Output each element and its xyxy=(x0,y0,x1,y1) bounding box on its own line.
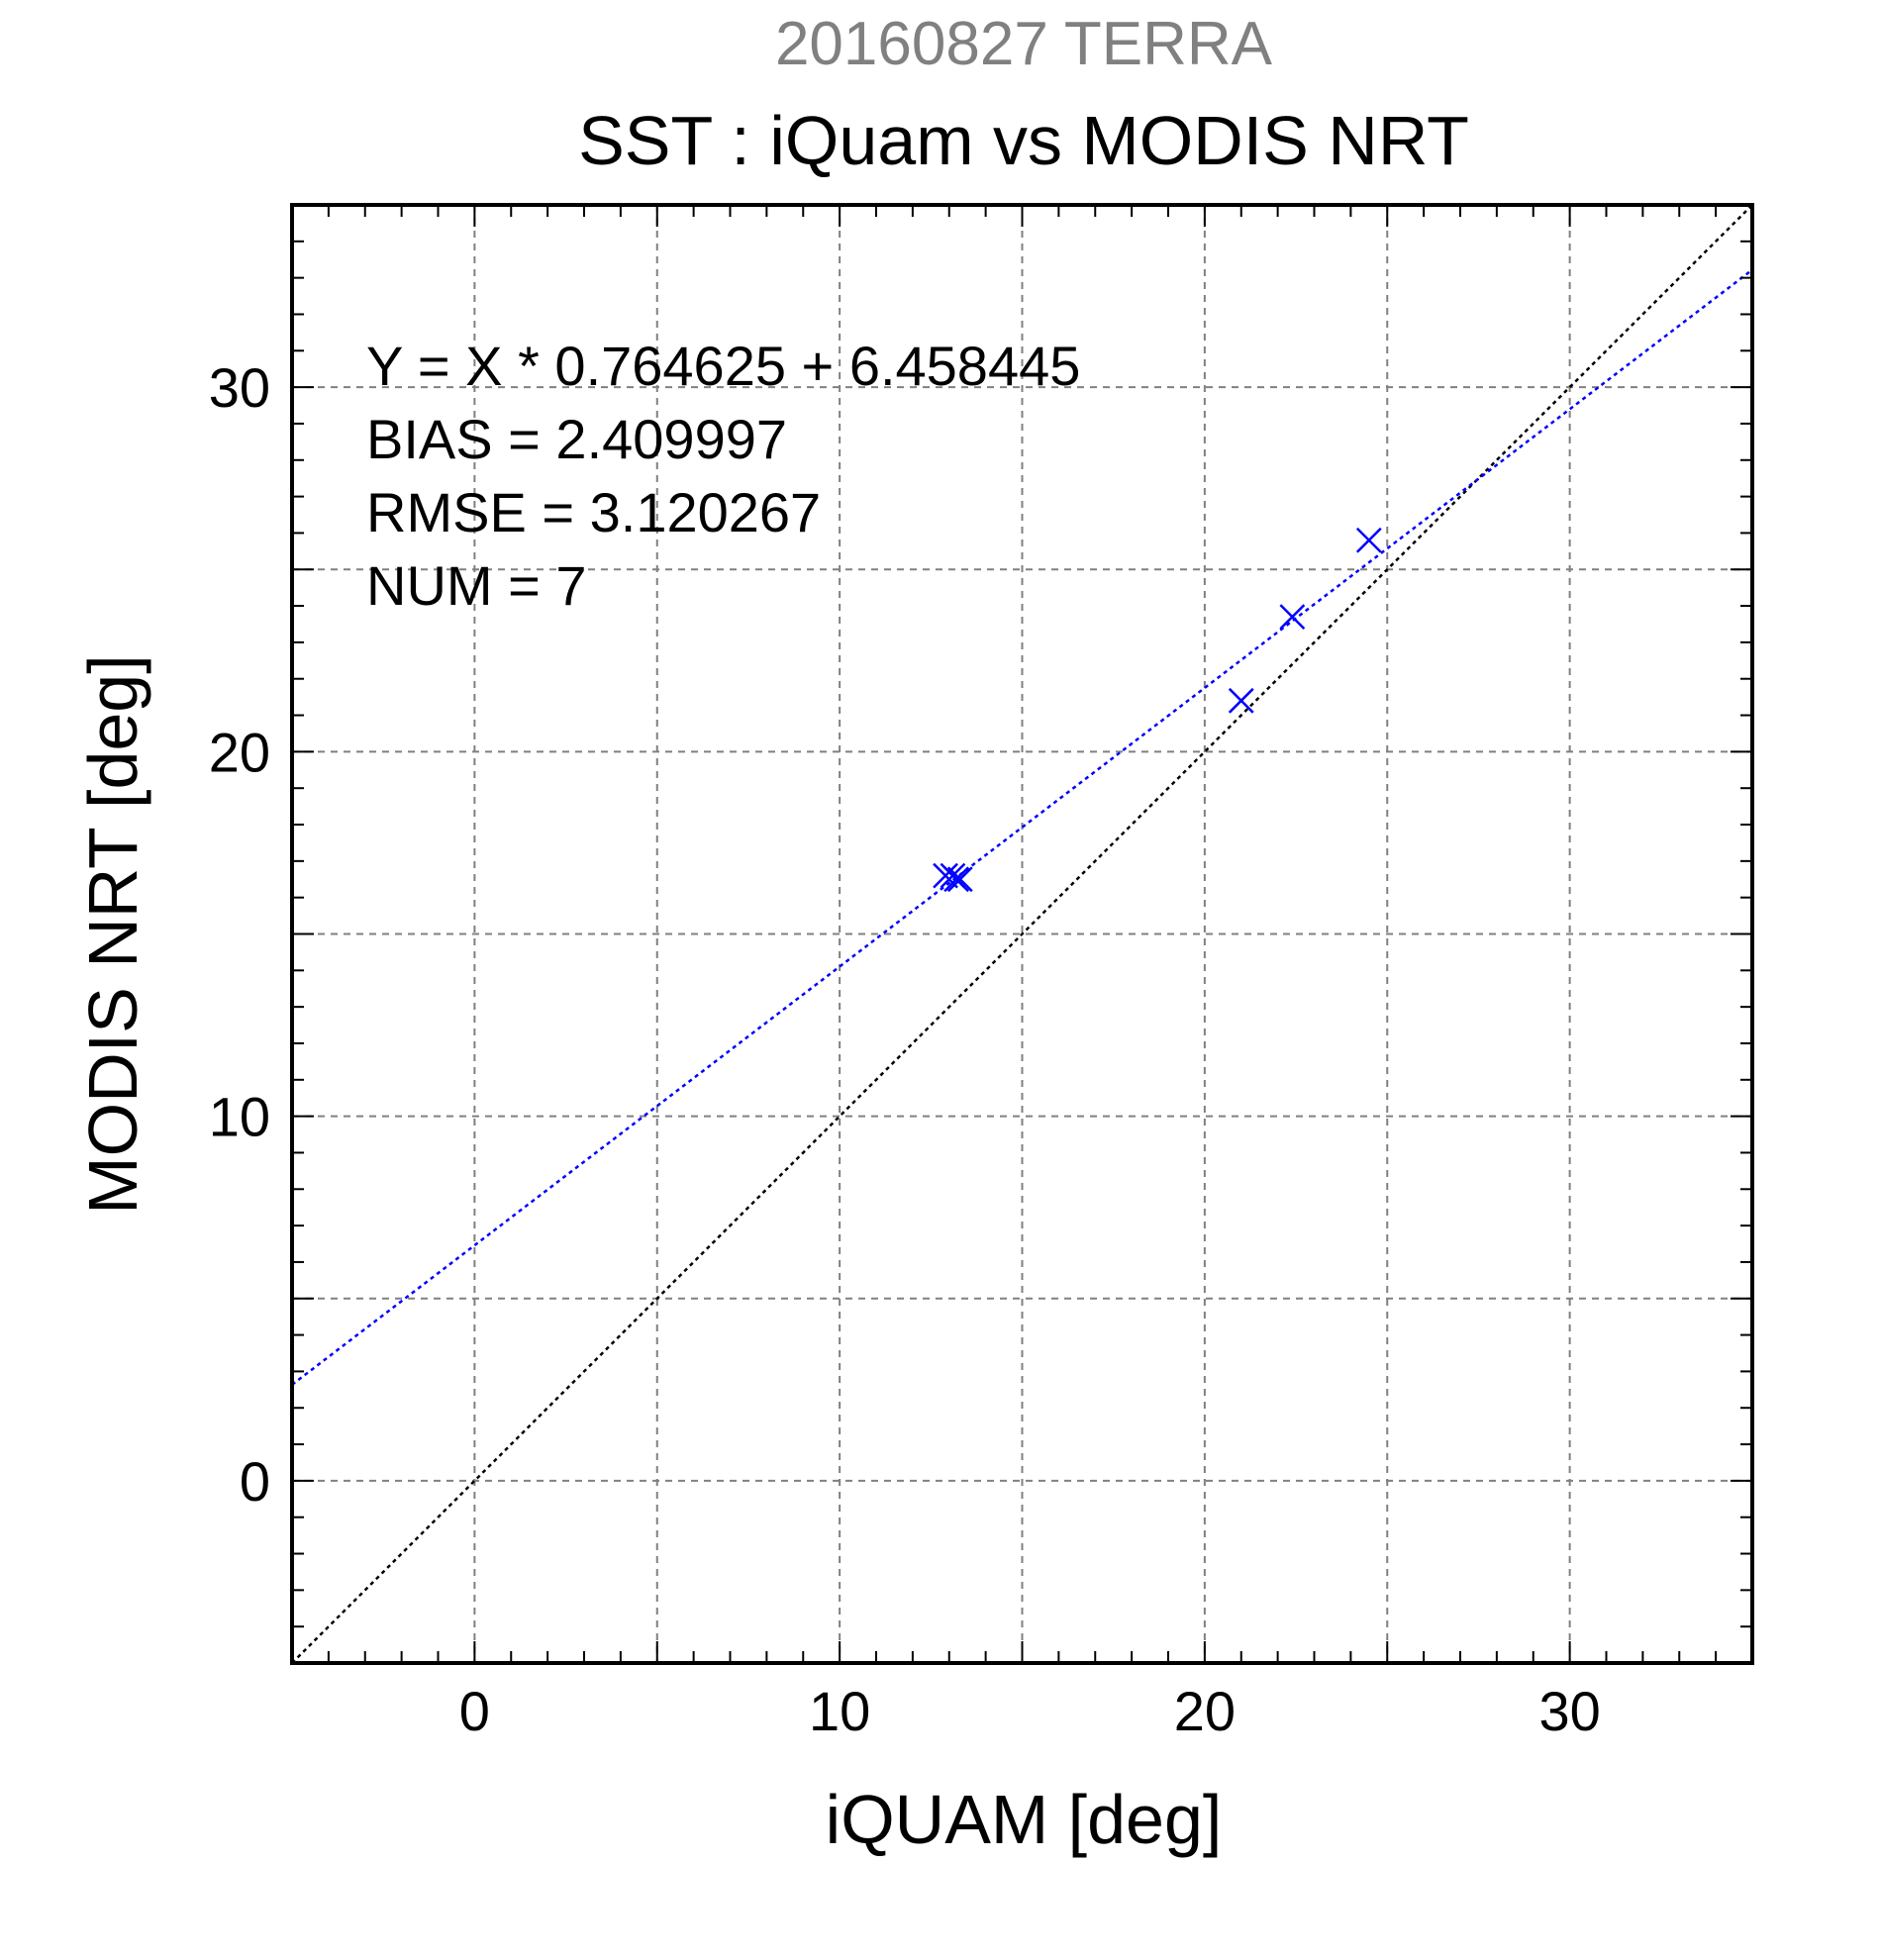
data-point xyxy=(943,866,970,893)
data-point xyxy=(946,866,973,893)
data-point xyxy=(1279,604,1306,631)
stats-line-rmse: RMSE = 3.120267 xyxy=(366,481,821,543)
data-points xyxy=(933,527,1382,893)
y-tick-label: 0 xyxy=(240,1450,270,1513)
y-tick-label: 10 xyxy=(209,1086,270,1148)
tick-labels: 0 10 20 30 0 10 20 30 xyxy=(209,356,1601,1742)
stats-annotation: Y = X * 0.764625 + 6.458445 BIAS = 2.409… xyxy=(366,335,1080,617)
data-point xyxy=(1355,527,1382,553)
reference-lines xyxy=(291,204,1753,1664)
stats-line-bias: BIAS = 2.409997 xyxy=(366,408,787,470)
regression-line xyxy=(291,268,1753,1386)
x-tick-label: 0 xyxy=(459,1680,490,1742)
data-point xyxy=(1228,687,1254,714)
plot-frame xyxy=(290,203,1754,1665)
chart-title: SST : iQuam vs MODIS NRT xyxy=(578,102,1469,179)
x-tick-label: 30 xyxy=(1538,1680,1600,1742)
x-tick-label: 10 xyxy=(809,1680,870,1742)
y-tick-label: 20 xyxy=(209,721,270,783)
stats-line-regression: Y = X * 0.764625 + 6.458445 xyxy=(366,335,1080,397)
y-tick-label: 30 xyxy=(209,356,270,419)
x-axis-label: iQUAM [deg] xyxy=(826,1781,1223,1858)
stats-line-num: NUM = 7 xyxy=(366,554,587,617)
grid-lines xyxy=(292,205,1752,1663)
y-axis-label: MODIS NRT [deg] xyxy=(74,654,151,1214)
chart-supertitle: 20160827 TERRA xyxy=(775,10,1273,78)
identity-line xyxy=(291,204,1753,1664)
x-tick-label: 20 xyxy=(1174,1680,1236,1742)
